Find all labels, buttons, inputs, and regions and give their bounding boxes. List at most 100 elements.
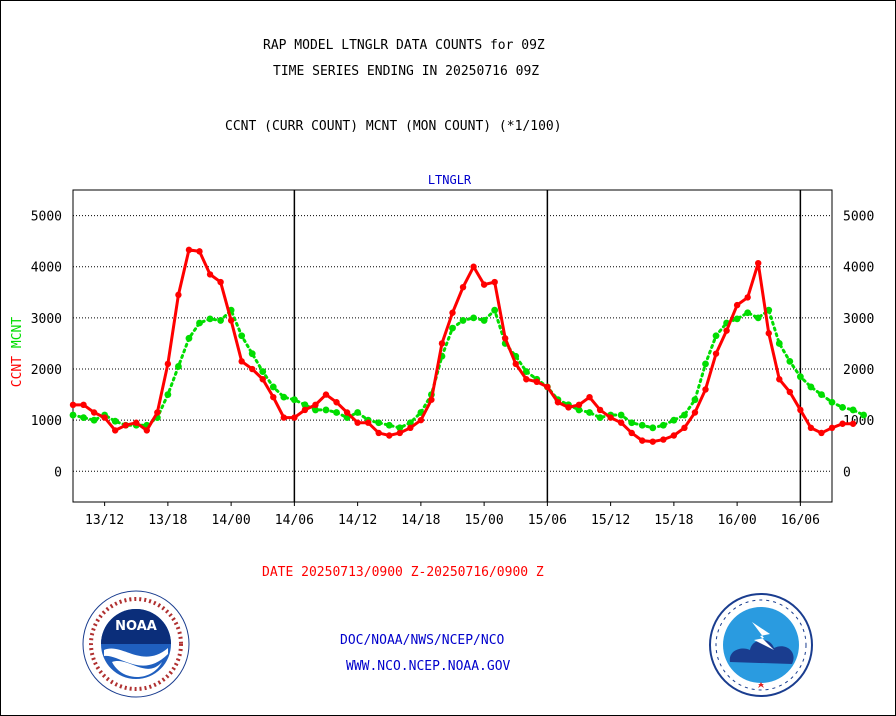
series-point-ccnt xyxy=(712,350,720,357)
y-tick-label-right: 1000 xyxy=(843,414,874,429)
x-tick-label: 14/12 xyxy=(338,513,377,528)
series-point-mcnt xyxy=(522,368,530,375)
series-point-ccnt xyxy=(354,419,361,426)
series-point-ccnt xyxy=(723,327,730,334)
footer-url-link[interactable]: WWW.NCO.NCEP.NOAA.GOV xyxy=(346,659,511,674)
y-axis-label-mcnt: MCNT xyxy=(10,317,25,348)
series-point-ccnt xyxy=(143,427,150,434)
x-tick-label: 14/18 xyxy=(401,513,440,528)
series-point-ccnt xyxy=(333,399,340,406)
y-tick-label-left: 5000 xyxy=(31,210,62,225)
series-point-mcnt xyxy=(818,391,825,398)
series-point-mcnt xyxy=(849,406,857,414)
series-point-ccnt xyxy=(818,429,825,437)
series-point-mcnt xyxy=(744,309,752,317)
series-point-mcnt xyxy=(449,324,456,332)
series-point-mcnt xyxy=(175,363,182,370)
x-tick-label: 16/06 xyxy=(781,513,820,528)
series-point-ccnt xyxy=(617,419,625,426)
series-point-ccnt xyxy=(691,409,699,416)
panel-label: LTNGLR xyxy=(428,173,472,187)
series-point-mcnt xyxy=(385,421,393,429)
series-point-ccnt xyxy=(470,263,477,270)
x-tick-label: 14/06 xyxy=(275,513,314,528)
series-point-ccnt xyxy=(227,317,235,324)
series-point-mcnt xyxy=(90,416,98,424)
noaa-logo[interactable]: NOAA xyxy=(82,590,190,698)
series-point-mcnt xyxy=(238,332,246,340)
series-point-mcnt xyxy=(786,357,794,365)
series-point-mcnt xyxy=(396,424,404,432)
series-point-mcnt xyxy=(333,409,340,416)
series-point-ccnt xyxy=(164,360,172,368)
y-tick-label-right: 2000 xyxy=(843,363,874,378)
x-tick-label: 15/06 xyxy=(528,513,567,528)
series-point-mcnt xyxy=(733,315,741,323)
series-point-mcnt xyxy=(269,383,277,391)
series-point-mcnt xyxy=(691,396,699,404)
y-tick-label-left: 3000 xyxy=(31,312,62,327)
series-point-ccnt xyxy=(502,335,509,342)
series-point-ccnt xyxy=(101,414,108,421)
series-point-ccnt xyxy=(449,309,456,316)
series-point-ccnt xyxy=(607,414,614,421)
series-point-ccnt xyxy=(175,291,182,299)
series-point-mcnt xyxy=(659,421,667,429)
series-point-ccnt xyxy=(670,432,678,439)
series-point-ccnt xyxy=(238,358,245,365)
series-point-ccnt xyxy=(90,409,98,416)
y-tick-label-left: 4000 xyxy=(31,261,62,276)
series-point-mcnt xyxy=(80,414,87,422)
series-point-ccnt xyxy=(459,283,467,291)
series-point-ccnt xyxy=(512,360,519,368)
series-point-mcnt xyxy=(206,315,214,323)
series-point-ccnt xyxy=(776,376,783,383)
series-point-mcnt xyxy=(312,406,319,414)
y-tick-label-right: 5000 xyxy=(843,210,874,225)
nws-logo[interactable] xyxy=(708,592,814,698)
series-point-mcnt xyxy=(111,417,119,425)
series-point-ccnt xyxy=(565,404,572,411)
series-point-mcnt xyxy=(670,416,678,424)
y-axis-label: CCNT MCNT xyxy=(10,317,25,388)
series-point-ccnt xyxy=(407,424,414,432)
x-tick-label: 16/00 xyxy=(718,513,757,528)
x-tick-label: 15/00 xyxy=(465,513,504,528)
series-point-ccnt xyxy=(807,424,815,432)
series-point-ccnt xyxy=(301,406,309,414)
x-tick-label: 13/12 xyxy=(85,513,124,528)
series-point-ccnt xyxy=(249,365,256,373)
series-point-ccnt xyxy=(480,281,488,288)
footer-org-link[interactable]: DOC/NOAA/NWS/NCEP/NCO xyxy=(340,633,505,648)
footer-date-range: DATE 20250713/0900 Z-20250716/0900 Z xyxy=(262,565,544,580)
series-point-mcnt xyxy=(712,332,720,340)
series-point-mcnt xyxy=(596,414,604,422)
series-point-mcnt xyxy=(807,383,815,391)
series-point-ccnt xyxy=(733,301,741,309)
series-point-ccnt xyxy=(786,388,794,396)
series-point-ccnt xyxy=(417,416,425,424)
series-point-ccnt xyxy=(544,383,551,391)
series-point-mcnt xyxy=(702,360,709,368)
series-point-mcnt xyxy=(617,411,625,419)
series-point-mcnt xyxy=(860,411,868,419)
series-point-ccnt xyxy=(396,429,403,437)
series-point-ccnt xyxy=(828,424,836,432)
chart-subtitle-legend: CCNT (CURR COUNT) MCNT (MON COUNT) (*1/1… xyxy=(225,119,562,134)
series-point-ccnt xyxy=(649,438,656,445)
series-point-mcnt xyxy=(754,314,762,322)
x-tick-label: 15/18 xyxy=(654,513,693,528)
y-tick-label-left: 0 xyxy=(54,465,62,480)
series-point-ccnt xyxy=(596,406,604,414)
series-point-mcnt xyxy=(681,411,688,419)
x-tick-label: 14/00 xyxy=(212,513,251,528)
series-point-ccnt xyxy=(259,376,266,383)
series-point-mcnt xyxy=(649,424,657,432)
series-point-mcnt xyxy=(196,319,203,327)
series-point-mcnt xyxy=(491,306,499,314)
chart-subtitle-time: TIME SERIES ENDING IN 20250716 09Z xyxy=(273,64,540,79)
series-point-mcnt xyxy=(586,409,593,416)
series-point-ccnt xyxy=(364,419,372,426)
y-tick-label-right: 0 xyxy=(843,465,851,480)
series-point-mcnt xyxy=(354,409,362,416)
